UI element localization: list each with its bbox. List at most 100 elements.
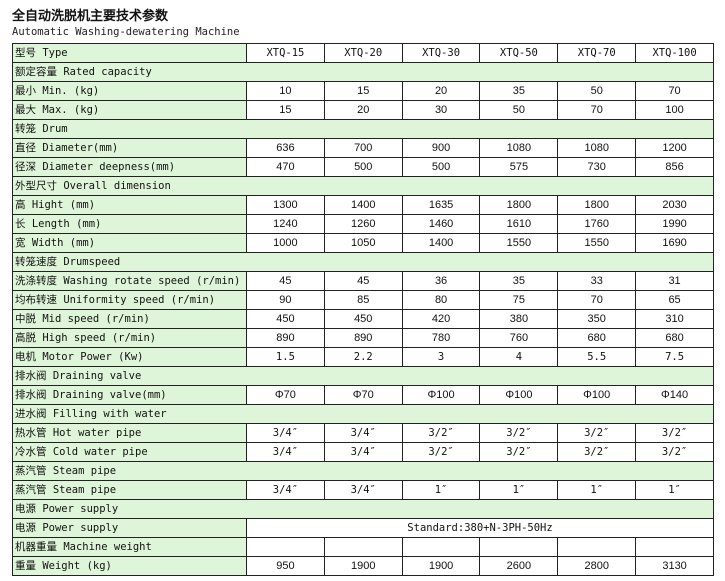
row-value: 33	[557, 271, 637, 291]
row-value: 20	[323, 100, 403, 120]
row-value: 75	[479, 290, 559, 310]
header-row: 型号 Type XTQ-15 XTQ-20 XTQ-30 XTQ-50 XTQ-70 XTQ…	[12, 43, 714, 63]
header-label: 型号 Type	[12, 43, 247, 63]
row-value: 65	[635, 290, 714, 310]
row-value: 780	[401, 328, 481, 348]
row-value: 636	[246, 138, 325, 158]
row-value: 1″	[557, 480, 637, 500]
section-row: 外型尺寸 Overall dimension	[12, 176, 714, 196]
row-label: 电源 Power supply	[12, 518, 247, 538]
row-label: 排水阀 Draining valve(mm)	[12, 385, 247, 405]
row-value: 500	[401, 157, 481, 177]
row-value: 1610	[479, 214, 559, 234]
row-value: 1200	[635, 138, 714, 158]
row-value: 1760	[557, 214, 637, 234]
row-value: 1690	[635, 233, 714, 253]
row-value: 35	[479, 271, 559, 291]
section-row: 进水阀 Filling with water	[12, 404, 714, 424]
row-value: 730	[557, 157, 637, 177]
row-label: 宽 Width (mm)	[12, 233, 247, 253]
table-row: 均布转速 Uniformity speed (r/min) 90 85 80 75 70 6…	[12, 290, 714, 310]
row-value: Φ70	[323, 385, 403, 405]
table-row: 最大 Max. (kg) 15 20 30 50 70 100	[12, 100, 714, 120]
row-label: 机器重量 Machine weight	[12, 537, 247, 557]
row-value: 70	[635, 81, 714, 101]
row-value: 3/2″	[557, 442, 637, 462]
row-value: 2800	[557, 556, 637, 576]
row-value: 2600	[479, 556, 559, 576]
row-value: 1800	[557, 195, 637, 215]
row-value: 70	[557, 100, 637, 120]
section-row: 排水阀 Draining valve	[12, 366, 714, 386]
row-value: 4	[479, 347, 559, 367]
model-header: XTQ-15	[246, 43, 325, 63]
row-value: 1550	[479, 233, 559, 253]
row-value: 1080	[479, 138, 559, 158]
row-value: 10	[246, 81, 325, 101]
row-label: 热水管 Hot water pipe	[12, 423, 247, 443]
table-row: 径深 Diameter deepness(mm) 470 500 500 575 730 8…	[12, 157, 714, 177]
row-value: 31	[635, 271, 714, 291]
row-value: 1800	[479, 195, 559, 215]
row-value: 575	[479, 157, 559, 177]
model-header: XTQ-30	[401, 43, 481, 63]
row-value: 3/2″	[401, 423, 481, 443]
row-value: 70	[557, 290, 637, 310]
row-value: 900	[401, 138, 481, 158]
section-label: 蒸汽管 Steam pipe	[12, 461, 714, 481]
row-value: 500	[323, 157, 403, 177]
row-label: 重量 Weight (kg)	[12, 556, 247, 576]
row-value: 1240	[246, 214, 325, 234]
row-value: 3130	[635, 556, 714, 576]
row-value: 1080	[557, 138, 637, 158]
row-value: 350	[557, 309, 637, 329]
row-value: 680	[557, 328, 637, 348]
table-row: 冷水管 Cold water pipe 3/4″ 3/4″ 3/2″ 3/2″ 3/2″ 3…	[12, 442, 714, 462]
table-row: 高脱 High speed (r/min) 890 890 780 760 680 680	[12, 328, 714, 348]
page-subtitle: Automatic Washing-dewatering Machine	[12, 26, 240, 38]
row-value: 35	[479, 81, 559, 101]
row-value: 15	[246, 100, 325, 120]
row-value: 5.5	[557, 347, 637, 367]
row-label: 高 Hight (mm)	[12, 195, 247, 215]
row-value: 1990	[635, 214, 714, 234]
row-value: 3/2″	[401, 442, 481, 462]
row-value: 50	[479, 100, 559, 120]
row-label: 洗涤转度 Washing rotate speed (r/min)	[12, 271, 247, 291]
table-row: 蒸汽管 Steam pipe 3/4″ 3/4″ 1″ 1″ 1″ 1″	[12, 480, 714, 500]
section-label: 外型尺寸 Overall dimension	[12, 176, 714, 196]
table-row: 电源 Power supply Standard:380+N-3PH-50Hz	[12, 518, 714, 538]
model-header: XTQ-50	[479, 43, 559, 63]
row-value: 3/2″	[635, 442, 714, 462]
table-row: 中脱 Mid speed (r/min) 450 450 420 380 350 310	[12, 309, 714, 329]
section-label: 电源 Power supply	[12, 499, 714, 519]
section-label: 额定容量 Rated capacity	[12, 62, 714, 82]
page-title: 全自动洗脱机主要技术参数	[12, 9, 169, 24]
row-value: 2.2	[323, 347, 403, 367]
row-value: 90	[246, 290, 325, 310]
row-value	[401, 537, 481, 557]
row-value: 1550	[557, 233, 637, 253]
section-label: 转笼速度 Drumspeed	[12, 252, 714, 272]
row-value: 950	[246, 556, 325, 576]
row-value: 310	[635, 309, 714, 329]
row-value: 1400	[401, 233, 481, 253]
row-value: 760	[479, 328, 559, 348]
table-row: 宽 Width (mm) 1000 1050 1400 1550 1550 1690	[12, 233, 714, 253]
row-value: Φ100	[557, 385, 637, 405]
row-value: 45	[323, 271, 403, 291]
model-header: XTQ-100	[635, 43, 714, 63]
section-row: 额定容量 Rated capacity	[12, 62, 714, 82]
row-value: 1900	[323, 556, 403, 576]
section-label: 排水阀 Draining valve	[12, 366, 714, 386]
row-label: 电机 Motor Power (Kw)	[12, 347, 247, 367]
row-value: Standard:380+N-3PH-50Hz	[246, 518, 714, 538]
row-value: 3/2″	[479, 442, 559, 462]
row-value: 856	[635, 157, 714, 177]
section-row: 电源 Power supply	[12, 499, 714, 519]
row-value: 470	[246, 157, 325, 177]
model-header: XTQ-70	[557, 43, 637, 63]
section-row: 转笼 Drum	[12, 119, 714, 139]
row-value: Φ100	[401, 385, 481, 405]
row-value: 3/4″	[246, 423, 325, 443]
